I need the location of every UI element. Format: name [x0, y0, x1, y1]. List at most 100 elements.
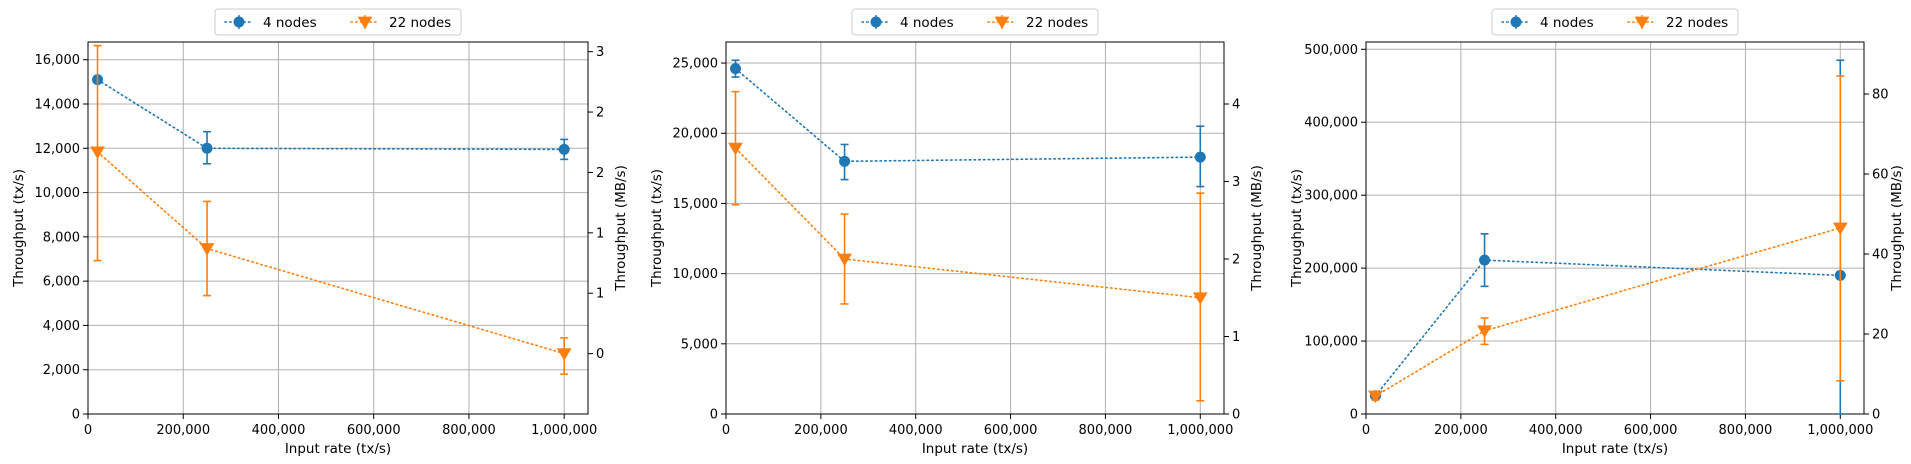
legend-marker: [994, 16, 1010, 30]
y-right-tick-label: 60: [1872, 168, 1889, 183]
x-tick-label: 200,000: [156, 423, 210, 438]
y-right-tick-label: 2: [596, 106, 604, 121]
series-line: [96, 78, 565, 151]
legend-label: 4 nodes: [1540, 15, 1594, 31]
y-right-tick-label: 0: [1872, 408, 1880, 423]
legend-marker: [870, 16, 882, 28]
plot-frame: [1365, 41, 1865, 415]
y-tick-label: 5,000: [681, 337, 718, 352]
y-tick-label: 16,000: [35, 53, 81, 68]
y-tick-label: 400,000: [1304, 116, 1358, 131]
legend-box: [214, 8, 462, 36]
y-right-tick-label: 1: [1232, 330, 1240, 345]
y-tick-label: 14,000: [35, 98, 81, 113]
y-tick-label: 2,000: [43, 363, 80, 378]
y-right-tick-label: 3: [596, 45, 604, 60]
series-4-nodes: [92, 74, 570, 165]
x-tick-label: 400,000: [889, 423, 943, 438]
y-right-tick-label: 2: [596, 166, 604, 181]
legend-label: 22 nodes: [389, 15, 451, 31]
x-tick-label: 800,000: [1719, 423, 1773, 438]
y-tick-label: 500,000: [1304, 43, 1358, 58]
y-axis-label: Throughput (tx/s): [11, 169, 27, 288]
data-point: [837, 253, 852, 267]
data-point: [729, 63, 741, 75]
legend-marker: [233, 16, 245, 28]
legend-marker: [357, 16, 373, 30]
y-right-tick-label: 1: [596, 226, 604, 241]
y-tick-label: 0: [1350, 408, 1358, 423]
series-line: [1374, 259, 1842, 397]
legend-box: [851, 8, 1099, 36]
chart-panel-3: [1361, 41, 1869, 419]
y-tick-label: 10,000: [673, 267, 719, 282]
legend-panel-3: 4 nodes 22 nodes: [1491, 8, 1739, 36]
y-right-tick-label: 80: [1872, 88, 1889, 103]
chart-panel-1: [83, 41, 593, 419]
x-tick-label: 1,000,000: [1167, 423, 1233, 438]
series-22-nodes: [728, 90, 1208, 402]
y-tick-label: 0: [72, 408, 80, 423]
data-point: [1368, 390, 1383, 404]
data-point: [1192, 292, 1208, 305]
x-tick-label: 600,000: [347, 423, 401, 438]
x-axis-label: Input rate (tx/s): [922, 441, 1028, 457]
data-point: [1479, 254, 1491, 266]
legend-box: [1491, 8, 1739, 36]
x-tick-label: 600,000: [984, 423, 1038, 438]
series-4-nodes: [729, 59, 1206, 188]
y-tick-label: 6,000: [43, 275, 80, 290]
y-tick-label: 8,000: [43, 230, 80, 245]
y-tick-label: 200,000: [1304, 262, 1358, 277]
data-point: [1194, 151, 1206, 163]
data-point: [201, 142, 213, 154]
legend-label: 22 nodes: [1666, 15, 1728, 31]
x-tick-label: 0: [722, 423, 730, 438]
series-line: [734, 67, 1202, 163]
x-tick-label: 0: [84, 423, 92, 438]
data-point: [556, 348, 572, 361]
data-point: [728, 142, 743, 156]
y-tick-label: 4,000: [43, 319, 80, 334]
y-right-tick-label: 0: [1232, 408, 1240, 423]
y-tick-label: 12,000: [35, 142, 81, 157]
x-tick-label: 600,000: [1624, 423, 1678, 438]
y-axis-label: Throughput (tx/s): [1289, 169, 1305, 288]
legend-marker: [1510, 16, 1522, 28]
plot-frame: [725, 41, 1225, 415]
chart-panel-2: [721, 41, 1229, 419]
series-22-nodes: [1368, 75, 1848, 404]
x-tick-label: 800,000: [1079, 423, 1133, 438]
legend-panel-1: 4 nodes 22 nodes: [214, 8, 462, 36]
data-point: [90, 146, 105, 160]
y-tick-label: 0: [710, 408, 718, 423]
x-tick-label: 1,000,000: [531, 423, 597, 438]
y-right-tick-label: 1: [596, 287, 604, 302]
legend-label: 22 nodes: [1026, 15, 1088, 31]
y-tick-label: 25,000: [673, 57, 719, 72]
y-right-axis-label: Throughput (MB/s): [613, 165, 629, 292]
series-line: [96, 151, 565, 355]
data-point: [199, 243, 215, 256]
data-point: [1477, 325, 1492, 338]
y-tick-label: 15,000: [673, 197, 719, 212]
y-tick-label: 10,000: [35, 186, 81, 201]
series-4-nodes: [1369, 59, 1846, 415]
x-tick-label: 200,000: [1434, 423, 1488, 438]
legend-label: 4 nodes: [263, 15, 317, 31]
y-right-axis-label: Throughput (MB/s): [1889, 165, 1905, 292]
y-tick-label: 100,000: [1304, 335, 1358, 350]
legend-panel-2: 4 nodes 22 nodes: [851, 8, 1099, 36]
x-tick-label: 800,000: [442, 423, 496, 438]
y-tick-label: 300,000: [1304, 189, 1358, 204]
x-tick-label: 1,000,000: [1807, 423, 1873, 438]
y-right-axis-label: Throughput (MB/s): [1249, 165, 1265, 292]
y-right-tick-label: 20: [1872, 328, 1889, 343]
data-point: [558, 143, 570, 155]
x-tick-label: 200,000: [794, 423, 848, 438]
y-right-tick-label: 0: [596, 347, 604, 362]
legend-label: 4 nodes: [900, 15, 954, 31]
y-right-tick-label: 2: [1232, 253, 1240, 268]
series-line: [1374, 227, 1842, 397]
